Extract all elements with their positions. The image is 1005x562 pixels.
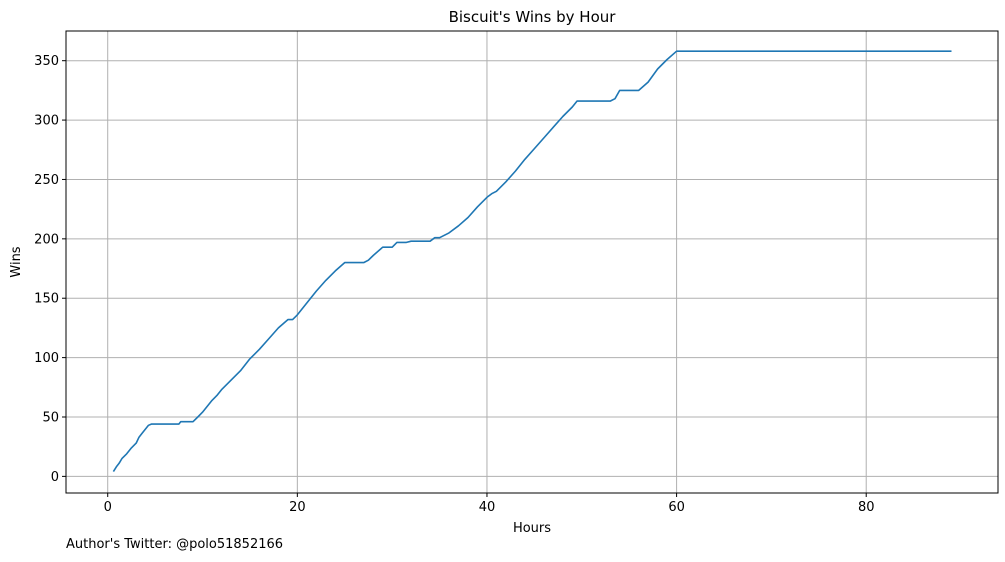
x-tick-label: 0 [104,500,112,515]
y-tick-label: 150 [34,292,59,307]
axis-ticks: 0 20 40 60 80 0 50 100 150 200 250 300 350 [34,54,874,515]
author-credit: Author's Twitter: @polo51852166 [66,537,284,552]
y-tick-label: 250 [34,173,59,188]
chart-title: Biscuit's Wins by Hour [449,8,617,26]
y-tick-label: 50 [42,410,59,425]
y-tick-label: 350 [34,54,59,69]
plot-area [112,50,952,473]
x-tick-label: 20 [289,500,306,515]
x-tick-label: 80 [858,500,875,515]
plot-frame [65,30,999,494]
y-axis-label: Wins [9,246,24,277]
x-tick-label: 60 [668,500,685,515]
x-tick-label: 40 [479,500,496,515]
x-axis-label: Hours [513,521,551,536]
y-tick-label: 200 [34,232,59,247]
wins-series-line [112,50,952,473]
y-tick-label: 300 [34,114,59,129]
grid [66,31,998,493]
y-tick-label: 100 [34,351,59,366]
y-tick-label: 0 [51,470,59,485]
